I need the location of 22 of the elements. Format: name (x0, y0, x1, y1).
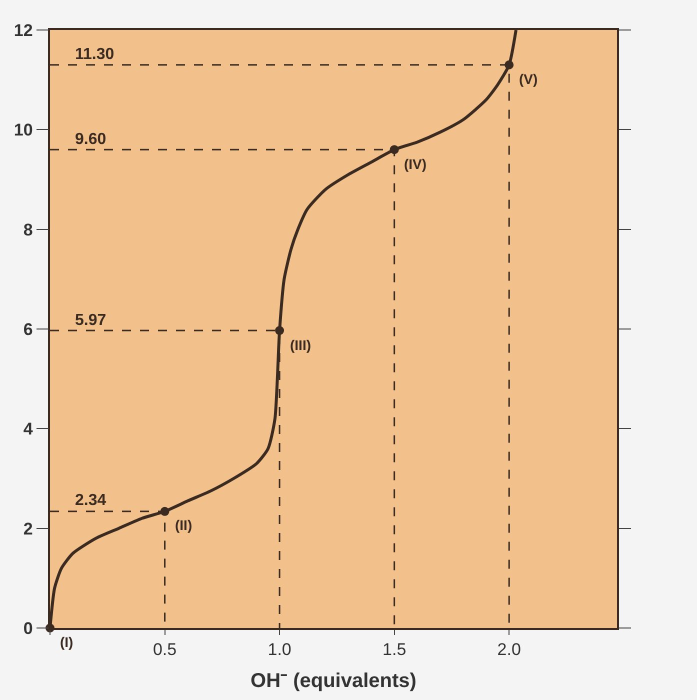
y-tick-label: 10 (14, 120, 33, 140)
y-tick-label: 4 (23, 420, 34, 439)
y-tick-label: 0 (23, 618, 33, 638)
annotation: 11.30 (75, 46, 114, 63)
annotation: (IV) (404, 156, 427, 172)
annotation: (V) (519, 71, 538, 87)
x-tick-label: 0.5 (152, 640, 177, 660)
y-tick-label: 2 (23, 519, 33, 538)
annotation: (I) (60, 634, 74, 650)
annotation: (II) (175, 517, 192, 533)
x-tick-label: 1.5 (382, 640, 406, 660)
x-tick-label: 1.0 (268, 640, 292, 660)
annotation: 5.97 (75, 312, 106, 329)
annotation: 2.34 (75, 492, 106, 509)
x-tick-label: 2.0 (497, 640, 521, 660)
x-axis-title: OH⁻ (equivalents) (250, 670, 416, 692)
y-tick-label: 8 (23, 220, 33, 240)
annotation: 9.60 (75, 131, 106, 148)
annotation: (III) (290, 337, 311, 353)
point (275, 326, 284, 335)
y-tick-label: 12 (14, 20, 33, 40)
y-tick-label: 6 (23, 320, 33, 339)
